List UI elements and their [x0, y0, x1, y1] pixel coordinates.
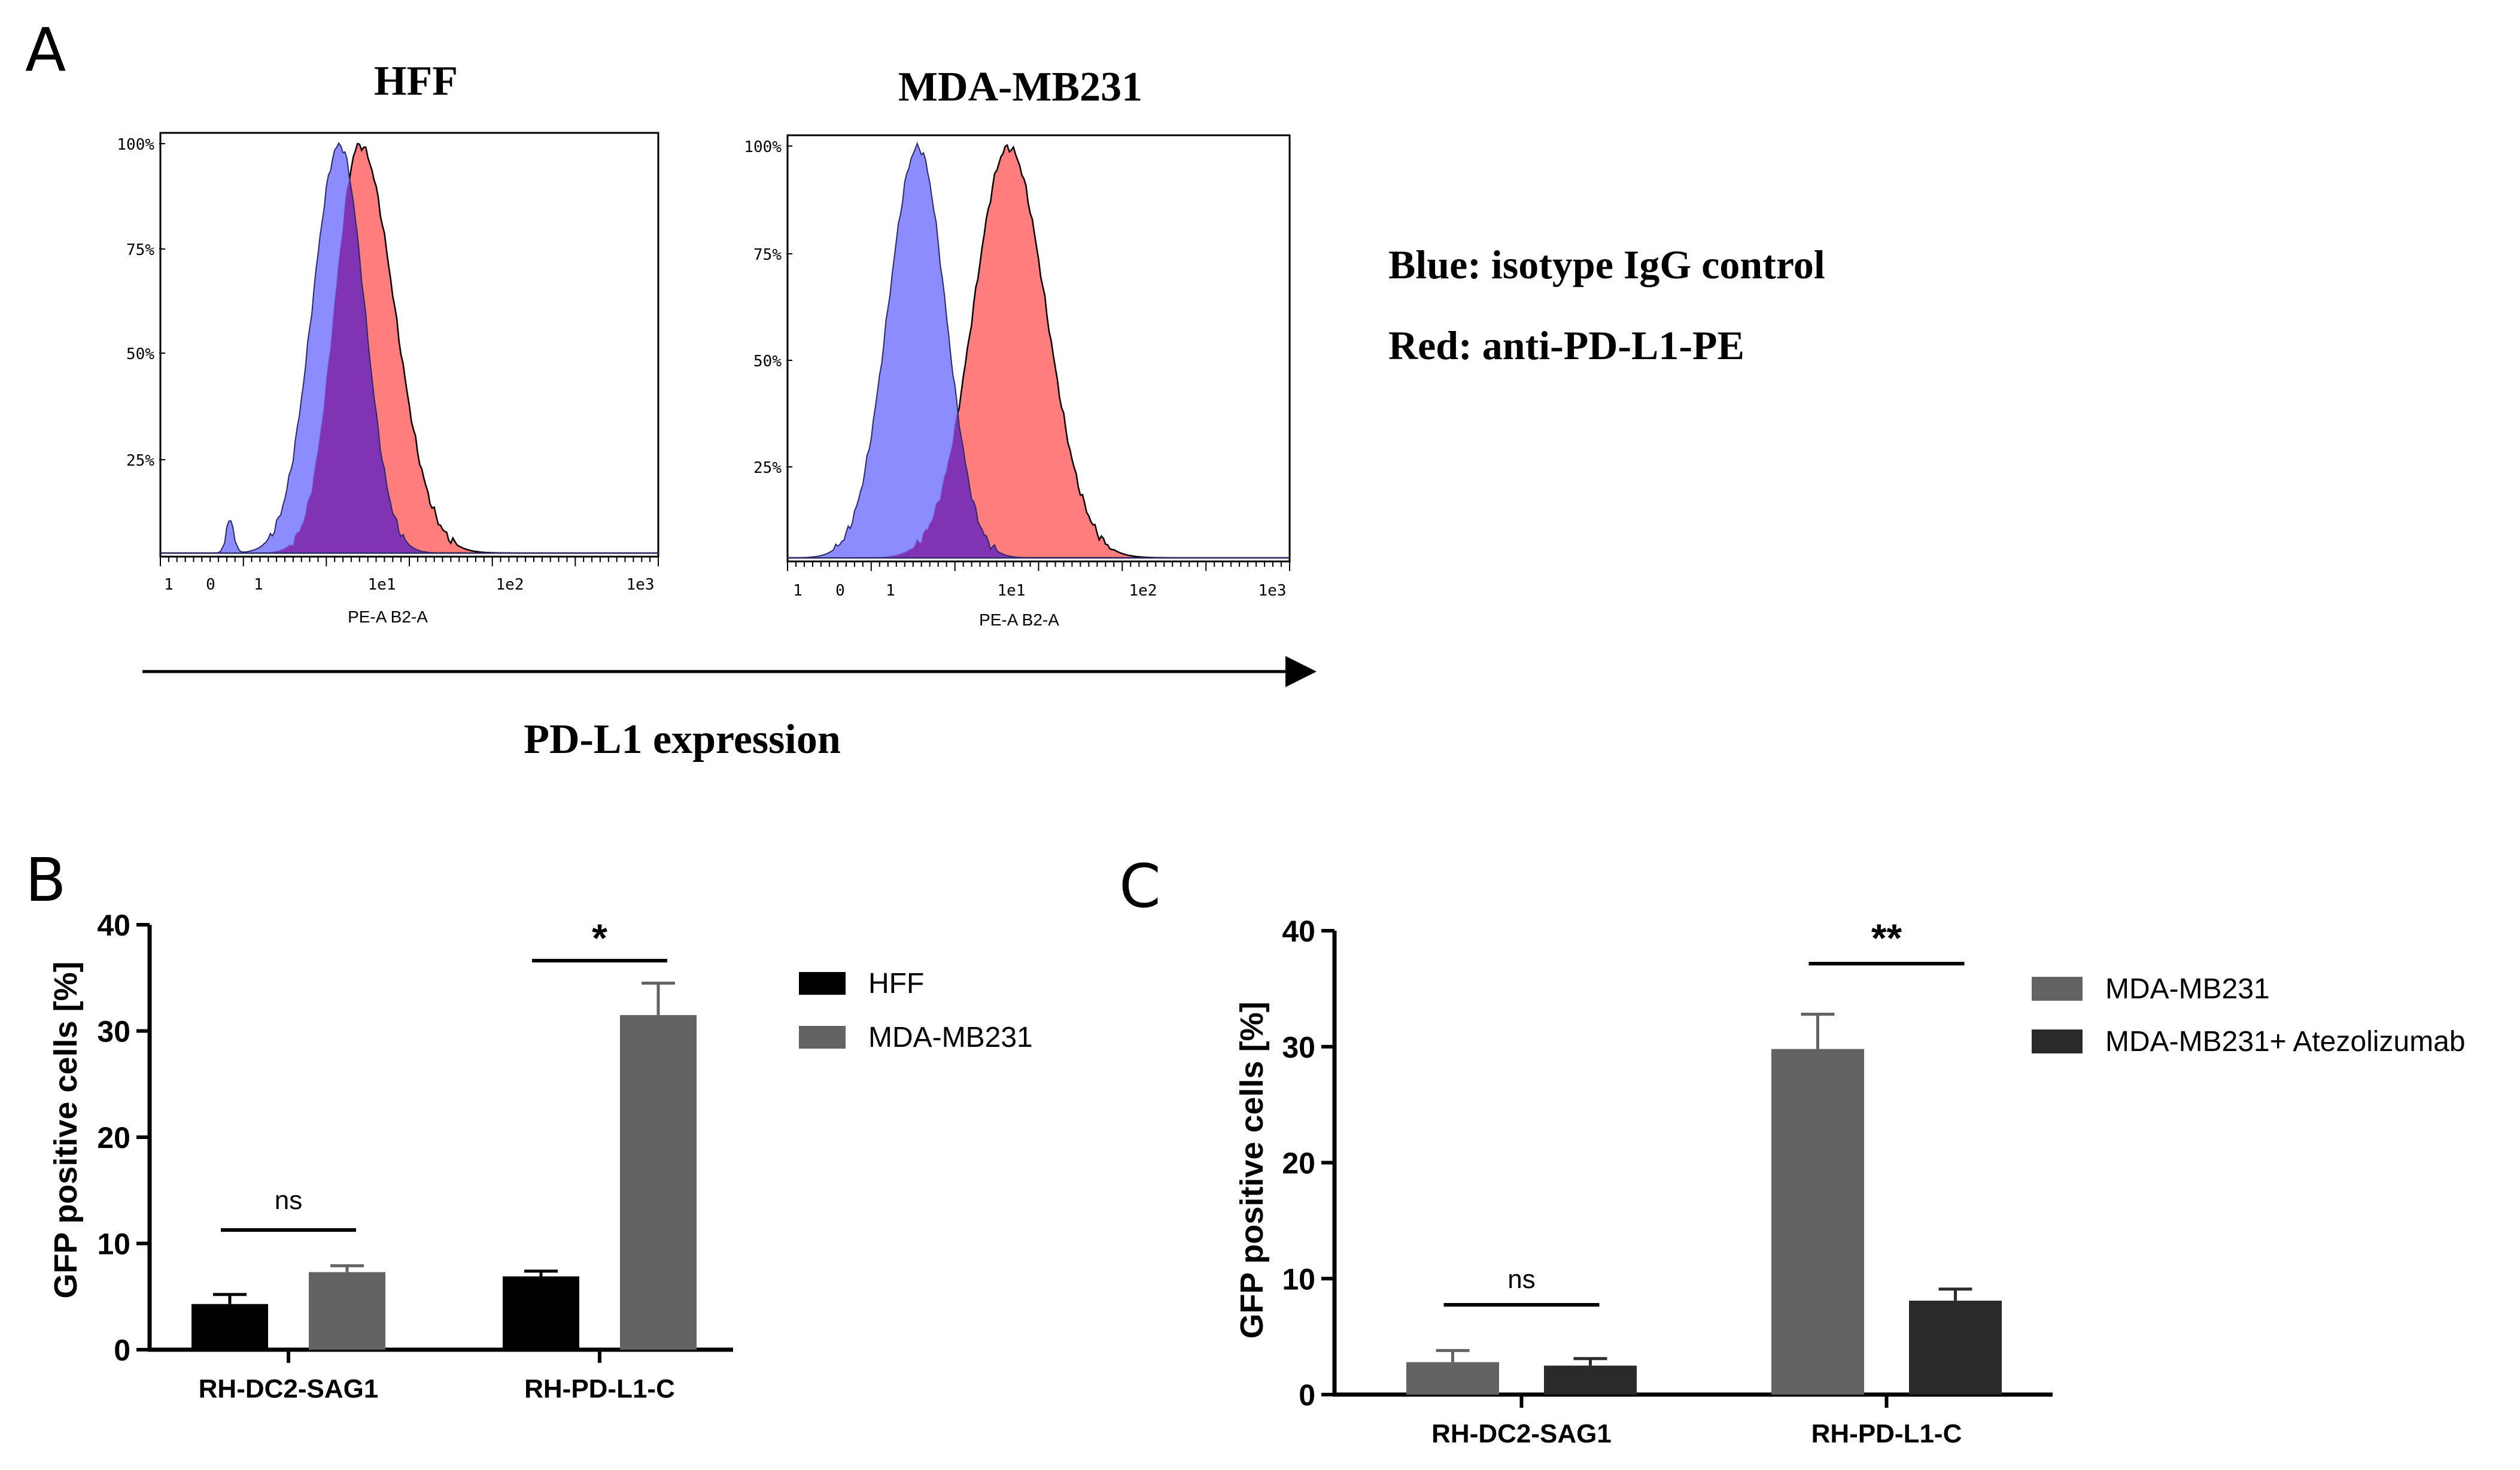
- panel-a-letter: A: [25, 15, 66, 85]
- x-tick-label: 1e1: [998, 582, 1026, 600]
- y-tick-label: 75%: [126, 241, 154, 259]
- y-tick-label: 100%: [744, 138, 782, 156]
- significance-label: ns: [1507, 1265, 1535, 1294]
- legend-swatch: [799, 1026, 846, 1049]
- histogram-xlabel: PE-A B2-A: [979, 611, 1059, 629]
- legend-label: HFF: [868, 968, 924, 1000]
- x-tick-label: 1: [793, 582, 802, 600]
- bar: [620, 1015, 697, 1350]
- panel-b-ylabel: GFP positive cells [%]: [48, 961, 84, 1298]
- legend-isotype-text: Blue: isotype IgG control: [1388, 242, 1825, 287]
- y-tick-label: 10: [97, 1228, 130, 1261]
- panel-c-significance: ns **: [1443, 916, 1965, 1307]
- x-tick-label: 1e3: [627, 576, 655, 594]
- legend-swatch: [2032, 977, 2083, 1001]
- y-tick-label: 0: [1299, 1378, 1315, 1412]
- category-label: RH-DC2-SAG1: [1431, 1419, 1612, 1448]
- bar: [1909, 1301, 2002, 1395]
- y-tick-label: 30: [1282, 1031, 1315, 1064]
- x-tick-label: 1: [886, 582, 895, 600]
- y-tick-label: 20: [1282, 1147, 1315, 1180]
- panel-b-bars: [191, 982, 697, 1350]
- y-tick-label: 25%: [126, 452, 154, 470]
- histogram-y-ticks: 100% 75% 50% 25%: [744, 138, 792, 477]
- category-label: RH-PD-L1-C: [1811, 1419, 1962, 1448]
- y-tick-label: 75%: [753, 246, 782, 264]
- category-label: RH-PD-L1-C: [524, 1374, 675, 1404]
- bar: [503, 1276, 579, 1350]
- y-tick-label: 100%: [117, 136, 154, 154]
- panel-b-legend: HFF MDA-MB231: [799, 968, 1033, 1053]
- bar: [1771, 1049, 1864, 1395]
- panel-c-bars: [1406, 1013, 2002, 1395]
- legend-swatch: [799, 972, 846, 995]
- panel-b-significance: ns *: [221, 916, 667, 1232]
- expression-arrow-head: [1285, 656, 1317, 687]
- histogram-title: HFF: [374, 58, 458, 104]
- panel-c: C GFP positive cells [%] 0 10 20 30 40 RH-DC2…: [1119, 851, 2466, 1448]
- legend-label: MDA-MB231+ Atezolizumab: [2105, 1026, 2466, 1058]
- isotype-outline: [787, 141, 1290, 558]
- x-tick-label: 0: [835, 582, 845, 600]
- significance-label: **: [1871, 916, 1902, 960]
- histogram-y-ticks: 100% 75% 50% 25%: [117, 136, 165, 470]
- y-tick-label: 0: [114, 1334, 130, 1367]
- x-tick-label: 1e1: [368, 576, 396, 594]
- y-tick-label: 30: [97, 1015, 130, 1049]
- y-tick-label: 50%: [126, 345, 154, 363]
- bar: [1406, 1362, 1499, 1395]
- panel-c-letter: C: [1119, 851, 1161, 921]
- histogram-mda-mb231: MDA-MB231 100% 75% 50% 25% 1 0 1 1e1 1e2 1e3 PE-…: [744, 64, 1291, 629]
- panel-a: A HFF 100% 75% 50% 25% 1 0 1 1e1 1e2 1e3 PE-A B2…: [25, 15, 1825, 763]
- isotype-histogram: [788, 143, 1290, 558]
- histogram-hff: HFF 100% 75% 50% 25% 1 0 1 1e1 1e2 1e3 PE-A B2-A: [117, 58, 659, 626]
- histogram-xlabel: PE-A B2-A: [348, 608, 428, 626]
- bar: [191, 1304, 268, 1350]
- legend-label: MDA-MB231: [868, 1022, 1033, 1053]
- panel-b: B GFP positive cells [%] 0 10 20 30 40 RH-DC2…: [25, 845, 1033, 1404]
- legend-swatch: [2032, 1029, 2083, 1053]
- x-tick-label: 1: [254, 576, 263, 594]
- histogram-fills: [160, 142, 658, 554]
- y-tick-label: 20: [97, 1121, 130, 1155]
- expression-label: PD-L1 expression: [524, 716, 841, 763]
- x-tick-label: 1e2: [496, 576, 524, 594]
- panel-b-axes: 0 10 20 30 40 RH-DC2-SAG1 RH-PD-L1-C: [97, 909, 733, 1404]
- significance-label: *: [592, 916, 607, 960]
- panel-c-legend: MDA-MB231 MDA-MB231+ Atezolizumab: [2032, 973, 2466, 1058]
- legend-label: MDA-MB231: [2105, 973, 2270, 1005]
- bar: [1544, 1365, 1637, 1395]
- panel-c-ylabel: GFP positive cells [%]: [1234, 1001, 1270, 1338]
- histogram-x-ticks: 1 0 1 1e1 1e2 1e3: [160, 557, 659, 594]
- legend-pdl1-text: Red: anti-PD-L1-PE: [1388, 323, 1744, 368]
- histogram-fills: [787, 141, 1290, 559]
- panel-c-axes: 0 10 20 30 40 RH-DC2-SAG1 RH-PD-L1-C: [1282, 915, 2053, 1448]
- y-tick-label: 10: [1282, 1262, 1315, 1296]
- y-tick-label: 40: [97, 909, 130, 942]
- histogram-x-ticks: 1 0 1 1e1 1e2 1e3: [787, 561, 1290, 600]
- isotype-outline: [160, 142, 658, 554]
- x-tick-label: 1e2: [1129, 582, 1157, 600]
- y-tick-label: 25%: [753, 459, 782, 477]
- y-tick-label: 50%: [753, 353, 782, 370]
- x-tick-label: 1e3: [1259, 582, 1287, 600]
- x-tick-label: 1: [164, 576, 174, 594]
- bar: [309, 1272, 385, 1350]
- category-label: RH-DC2-SAG1: [199, 1374, 379, 1404]
- significance-label: ns: [275, 1186, 302, 1215]
- panel-b-letter: B: [25, 845, 66, 915]
- y-tick-label: 40: [1282, 915, 1315, 948]
- histogram-title: MDA-MB231: [898, 64, 1142, 110]
- x-tick-label: 0: [206, 576, 215, 594]
